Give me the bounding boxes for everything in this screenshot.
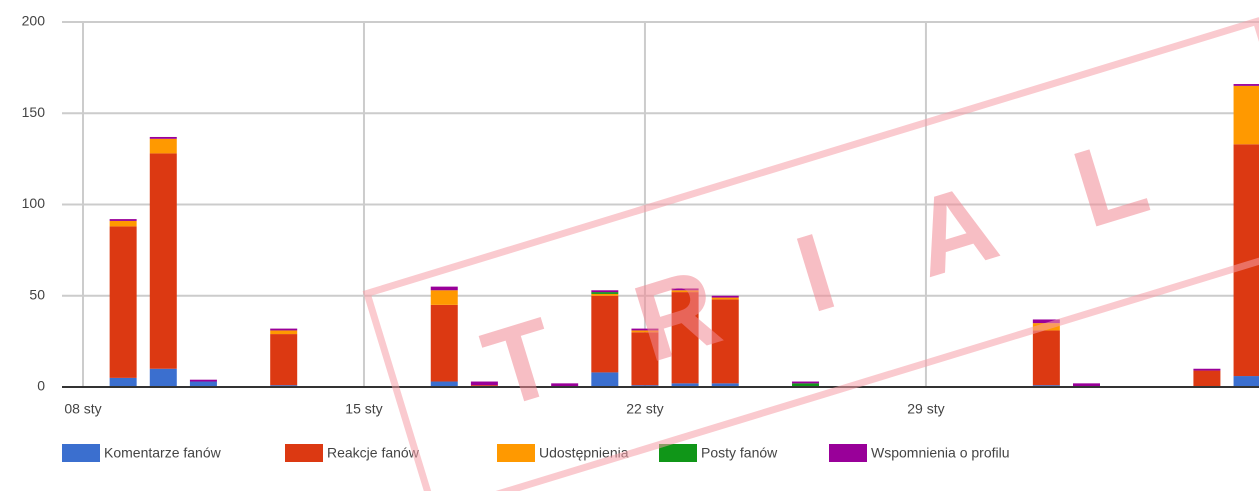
bar-segment [711, 299, 739, 384]
bar-segment [591, 295, 619, 373]
bar-segment [149, 138, 177, 154]
legend-label: Komentarze fanów [104, 445, 222, 461]
bar-segment [189, 379, 217, 382]
legend-swatch [62, 444, 100, 462]
y-tick-label: 50 [29, 286, 45, 302]
bar-segment [1193, 370, 1221, 387]
bar-segment [109, 219, 137, 221]
bar-segment [270, 328, 298, 331]
legend-label: Wspomnienia o profilu [871, 445, 1010, 461]
bar-segment [189, 381, 217, 387]
bar-segment [631, 332, 659, 386]
bar-segment [149, 368, 177, 387]
bar-segment [109, 220, 137, 227]
bar-segment [671, 383, 699, 387]
bar-segment [671, 290, 699, 293]
bar-segment [1233, 85, 1259, 145]
y-tick-label: 100 [22, 195, 46, 211]
bar-segment [671, 292, 699, 384]
legend-label: Reakcje fanów [327, 445, 420, 461]
legend-swatch [285, 444, 323, 462]
bar-segment [430, 286, 458, 291]
watermark-frame [362, 17, 1259, 491]
x-tick-label: 22 sty [626, 401, 663, 417]
legend-swatch [659, 444, 697, 462]
bar-segment [711, 297, 739, 300]
bar-segment [430, 381, 458, 387]
y-tick-label: 200 [22, 13, 46, 29]
bar-segment [430, 304, 458, 382]
bar-segment [711, 383, 739, 387]
bar-segment [792, 381, 820, 384]
y-tick-label: 150 [22, 104, 46, 120]
bar-segment [792, 383, 820, 387]
bar-segment [711, 295, 739, 298]
bar-segment [470, 381, 498, 386]
y-tick-label: 0 [37, 378, 45, 394]
bar-segment [109, 226, 137, 378]
bar-segment [551, 383, 579, 387]
bar-segment [591, 290, 619, 293]
bar-segment [149, 136, 177, 139]
legend-label: Posty fanów [701, 445, 778, 461]
bar-segment [270, 330, 298, 335]
bar-segment [631, 328, 659, 331]
legend-label: Udostępnienia [539, 445, 629, 461]
bar-segment [109, 377, 137, 387]
bar-segment [149, 153, 177, 369]
bar-segment [1233, 84, 1259, 86]
bar-segment [1193, 368, 1221, 371]
watermark: TRIAL [362, 17, 1259, 491]
bar-segment [591, 293, 619, 296]
legend-swatch [829, 444, 867, 462]
x-tick-label: 29 sty [907, 401, 944, 417]
bar-segment [430, 290, 458, 305]
bar-segment [671, 288, 699, 291]
bar-segment [1233, 376, 1259, 387]
x-tick-label: 08 sty [64, 401, 101, 417]
x-tick-label: 15 sty [345, 401, 382, 417]
bar-segment [1073, 383, 1100, 387]
bar-segment [1032, 330, 1060, 386]
bar-segment [591, 372, 619, 387]
bar-segment [591, 292, 619, 294]
bar-segment [631, 330, 659, 333]
legend-swatch [497, 444, 535, 462]
bar-segment [270, 334, 298, 386]
bar-segment [1032, 319, 1060, 324]
